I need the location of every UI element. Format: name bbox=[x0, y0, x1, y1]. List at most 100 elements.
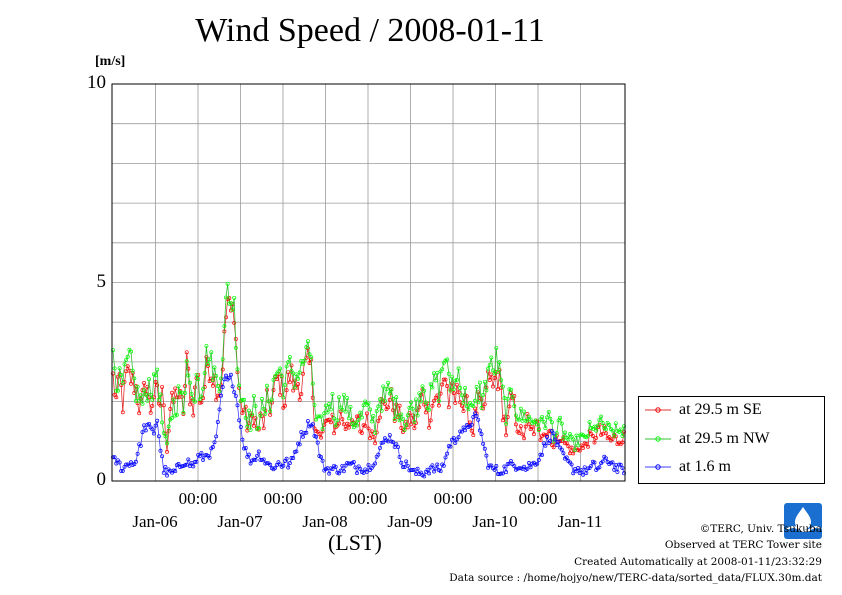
data-point bbox=[453, 440, 458, 445]
data-point bbox=[494, 464, 499, 468]
data-point bbox=[170, 390, 174, 395]
data-point bbox=[459, 429, 464, 434]
data-point bbox=[387, 391, 392, 396]
data-point bbox=[576, 466, 581, 470]
data-point bbox=[599, 414, 604, 419]
data-point bbox=[294, 449, 299, 454]
data-point bbox=[481, 393, 486, 397]
data-point bbox=[150, 403, 155, 408]
data-point bbox=[323, 403, 328, 408]
data-point bbox=[576, 443, 581, 448]
data-point bbox=[233, 345, 238, 350]
data-point bbox=[610, 428, 615, 433]
data-point bbox=[320, 427, 325, 431]
data-point bbox=[355, 414, 359, 419]
data-point bbox=[369, 429, 374, 434]
data-point bbox=[355, 471, 359, 476]
data-point bbox=[155, 367, 160, 372]
data-point bbox=[538, 437, 543, 442]
data-point bbox=[476, 417, 481, 422]
data-point bbox=[604, 456, 608, 461]
data-point bbox=[440, 367, 445, 372]
data-point bbox=[337, 395, 341, 400]
data-point bbox=[389, 387, 394, 392]
data-point bbox=[320, 458, 325, 463]
data-point bbox=[523, 424, 528, 429]
data-point bbox=[287, 355, 292, 360]
data-point bbox=[600, 421, 605, 425]
data-point bbox=[494, 345, 499, 350]
data-point bbox=[289, 456, 294, 460]
data-point bbox=[382, 398, 387, 403]
data-point bbox=[183, 390, 188, 395]
data-point bbox=[374, 408, 379, 413]
data-point bbox=[256, 449, 261, 454]
data-point bbox=[243, 404, 248, 409]
data-point bbox=[433, 466, 438, 471]
data-point bbox=[376, 452, 381, 457]
data-point bbox=[312, 402, 317, 407]
data-point bbox=[404, 422, 409, 427]
data-point bbox=[512, 464, 517, 469]
data-point bbox=[230, 384, 235, 389]
data-point bbox=[400, 465, 405, 469]
data-point bbox=[307, 352, 312, 357]
data-point bbox=[359, 430, 364, 435]
data-point bbox=[210, 445, 215, 449]
data-point bbox=[165, 441, 169, 446]
data-point bbox=[597, 465, 602, 470]
data-point bbox=[592, 440, 597, 445]
data-point bbox=[243, 415, 248, 420]
data-point bbox=[420, 384, 425, 389]
data-point bbox=[251, 393, 256, 398]
data-point bbox=[224, 315, 228, 320]
data-point bbox=[197, 454, 202, 459]
data-point bbox=[513, 413, 518, 418]
data-point bbox=[430, 403, 435, 408]
data-point bbox=[305, 419, 310, 424]
data-point bbox=[410, 468, 415, 472]
data-point bbox=[269, 397, 274, 402]
data-point bbox=[217, 389, 222, 394]
data-point bbox=[220, 357, 225, 362]
data-point bbox=[194, 459, 199, 464]
data-point bbox=[607, 435, 612, 440]
data-point bbox=[137, 411, 142, 416]
data-point bbox=[518, 466, 523, 471]
data-point bbox=[228, 372, 233, 377]
data-point bbox=[482, 379, 487, 384]
data-point bbox=[250, 412, 255, 417]
data-point bbox=[587, 428, 592, 433]
data-point bbox=[604, 427, 608, 432]
data-point bbox=[199, 450, 204, 455]
x-time-tick-label: 00:00 bbox=[348, 489, 388, 508]
data-point bbox=[507, 404, 512, 409]
data-point bbox=[450, 381, 454, 386]
data-point bbox=[246, 408, 251, 413]
data-point bbox=[474, 385, 479, 389]
data-point bbox=[458, 386, 463, 390]
data-point bbox=[268, 409, 273, 414]
data-point bbox=[487, 378, 492, 382]
data-point bbox=[500, 384, 505, 389]
data-point bbox=[551, 431, 556, 436]
data-point bbox=[292, 385, 297, 390]
data-point bbox=[160, 384, 165, 389]
data-point bbox=[240, 397, 245, 402]
data-point bbox=[287, 461, 292, 466]
data-point bbox=[597, 418, 602, 423]
data-point bbox=[607, 423, 612, 427]
data-point bbox=[412, 419, 417, 424]
data-point bbox=[243, 446, 248, 450]
data-point bbox=[600, 459, 605, 464]
y-tick-label: 5 bbox=[96, 270, 107, 292]
data-point bbox=[464, 394, 469, 399]
data-point bbox=[378, 445, 382, 450]
data-point bbox=[160, 420, 165, 425]
data-point bbox=[179, 464, 184, 469]
data-point bbox=[477, 428, 482, 433]
chart-title: Wind Speed / 2008-01-11 bbox=[195, 12, 545, 49]
data-point bbox=[240, 410, 245, 415]
x-time-tick-label: 00:00 bbox=[263, 489, 303, 508]
